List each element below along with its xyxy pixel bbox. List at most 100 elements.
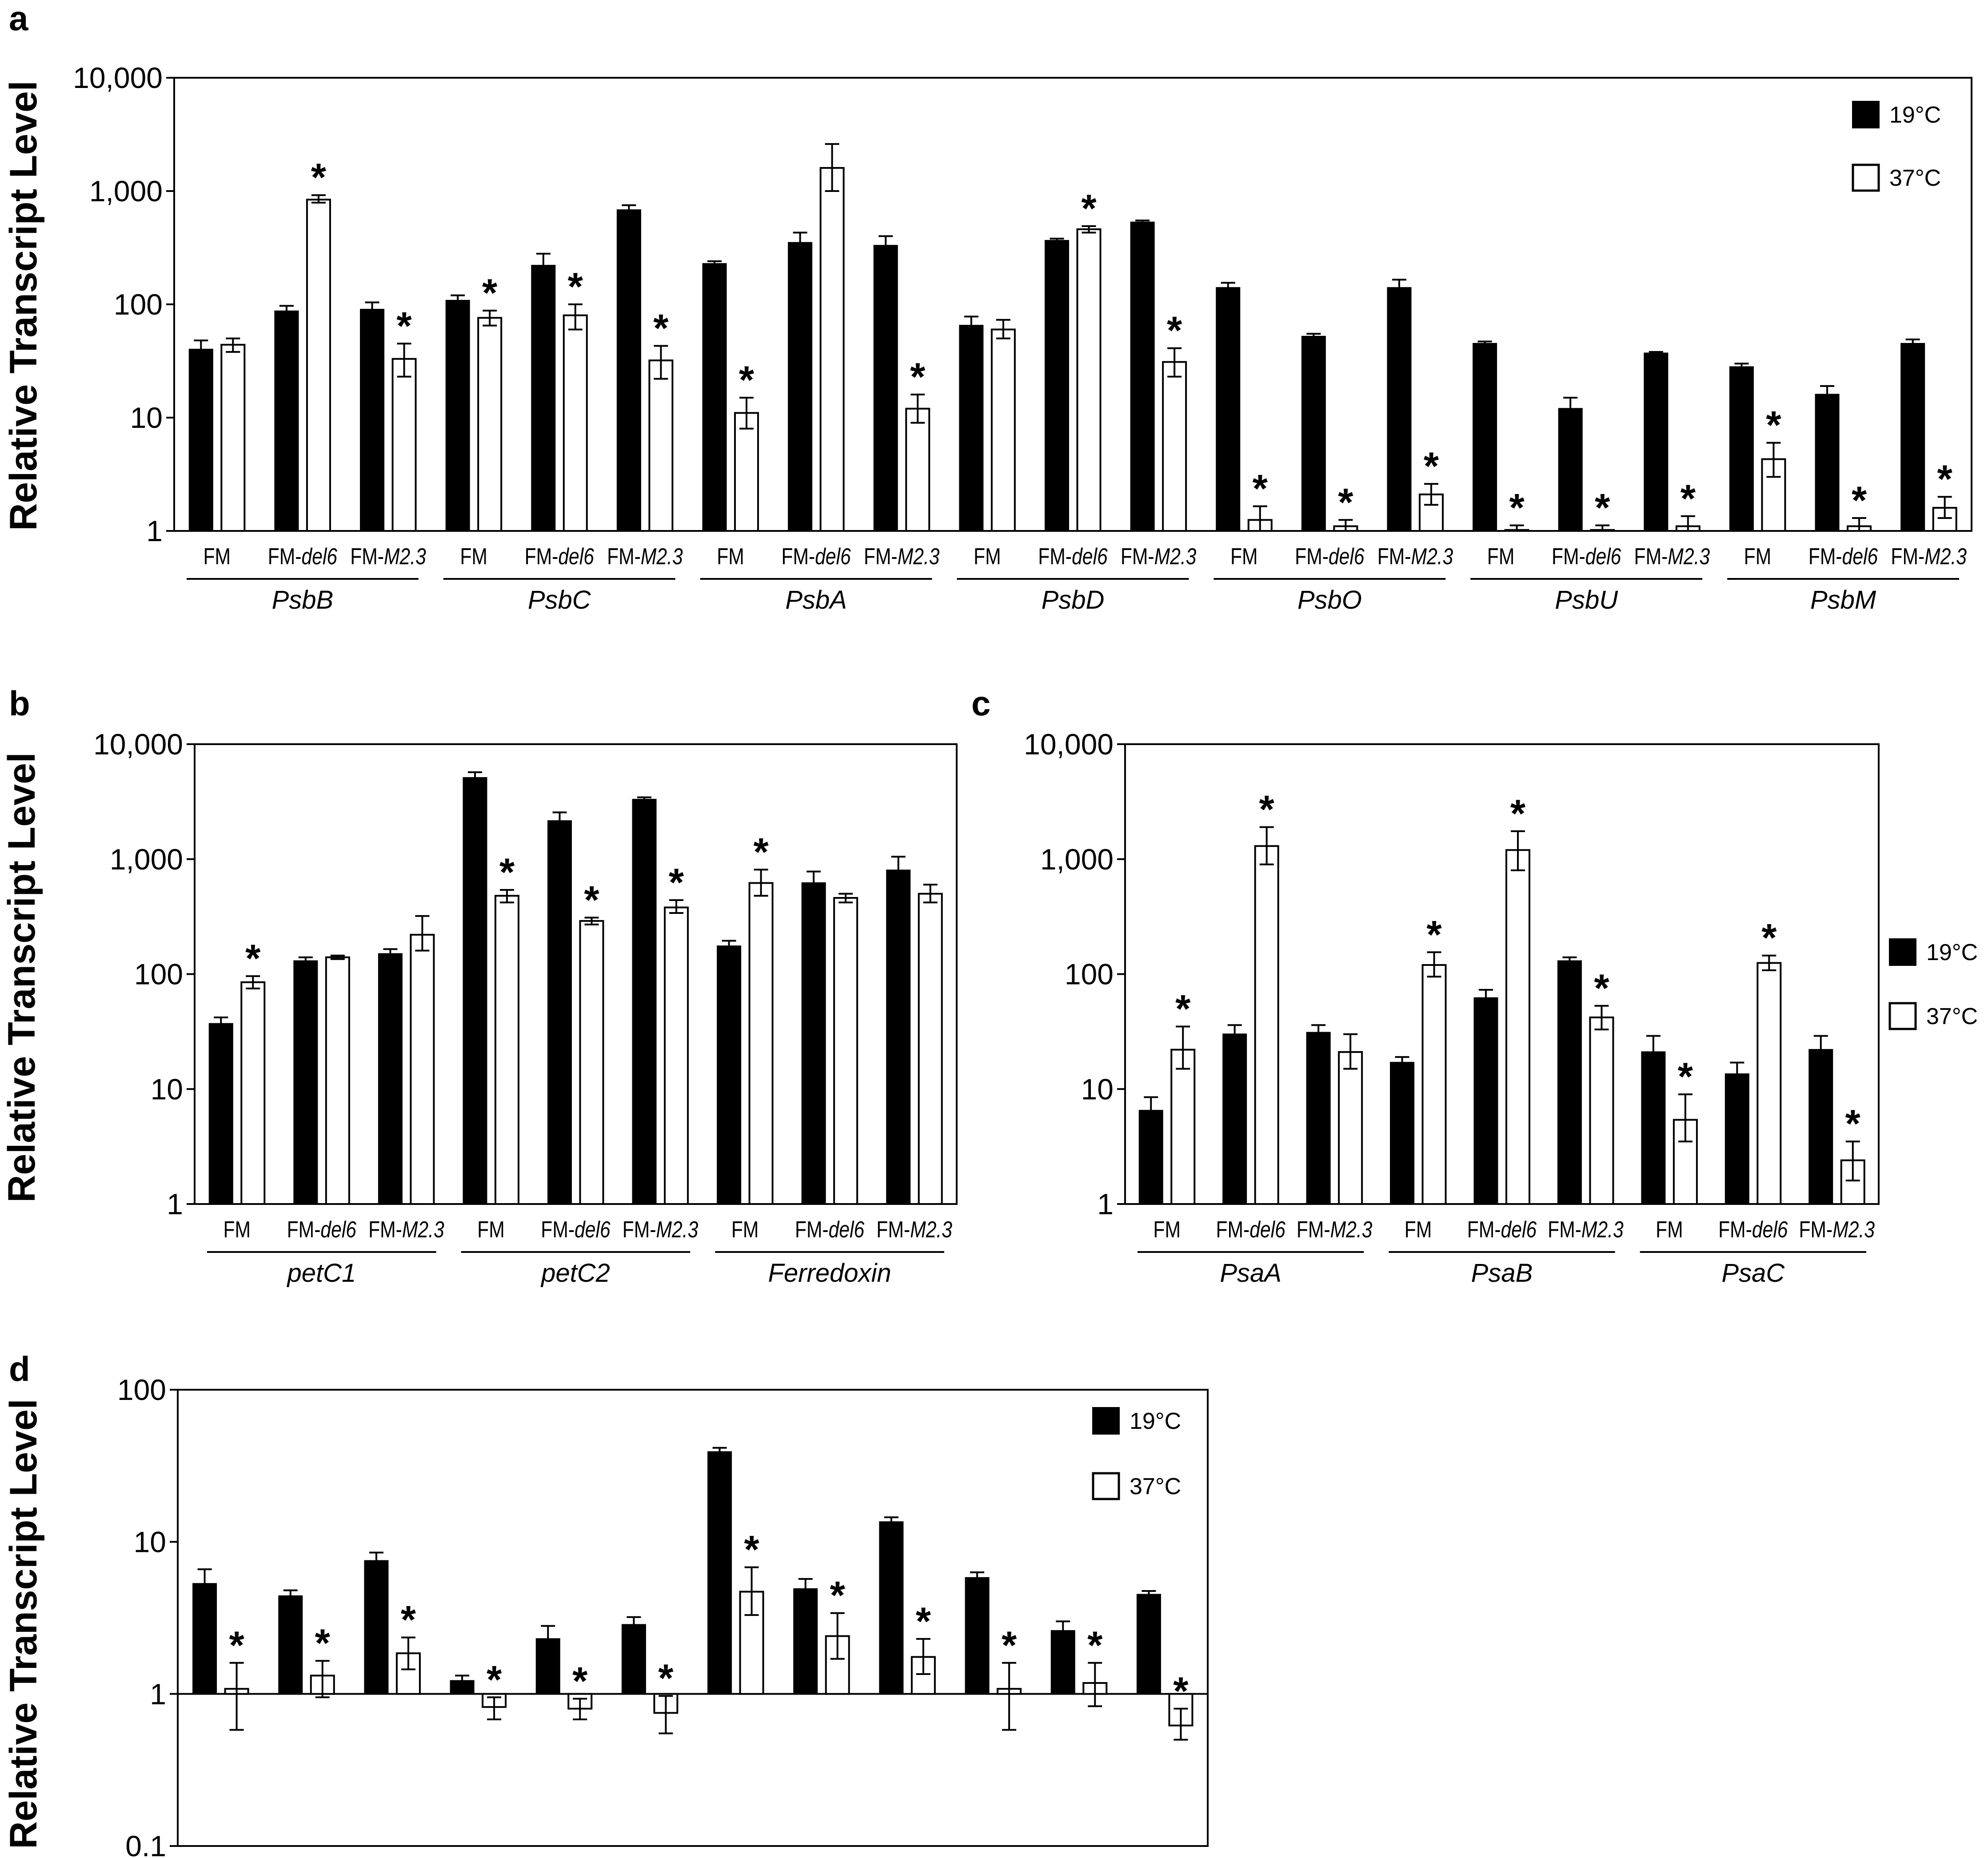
strain-prefix: FM- (781, 544, 815, 570)
gene-label: PsaA (1220, 1259, 1281, 1288)
strain-label: FM (1153, 1217, 1181, 1243)
strain-prefix: FM (1487, 544, 1515, 570)
bar-19C (1138, 1110, 1163, 1205)
bar-19C (188, 348, 213, 532)
strain-prefix: FM- (1634, 544, 1668, 570)
bar-37C (1254, 845, 1279, 1205)
strain-label: FM (1656, 1217, 1683, 1243)
y-tick-label: 0.1 (125, 1830, 166, 1858)
strain-prefix: FM (974, 544, 1001, 570)
strain-prefix: FM- (525, 544, 559, 570)
bar-19C (192, 1583, 217, 1695)
y-tick-label: 1 (150, 1678, 166, 1710)
strain-prefix: FM- (287, 1217, 321, 1243)
y-tick-label: 10,000 (93, 728, 183, 761)
strain-suffix: M2.3 (641, 544, 683, 570)
bar-37C (1505, 849, 1530, 1205)
strain-label: FM (1230, 544, 1258, 570)
strain-suffix: del6 (1585, 544, 1621, 570)
bar-19C (616, 209, 641, 532)
strain-label: FM-M2.3 (1548, 1217, 1624, 1243)
strain-suffix: M2.3 (1154, 544, 1197, 570)
bar-19C (1301, 335, 1326, 532)
significance-star: * (1678, 1054, 1693, 1098)
significance-star: * (1594, 966, 1609, 1010)
gene-label: PsaB (1471, 1259, 1533, 1288)
strain-prefix: FM- (1216, 1217, 1249, 1243)
significance-star: * (1510, 791, 1526, 835)
strain-suffix: M2.3 (898, 544, 940, 570)
chart-panel-b: b 1 10 100 1,000 10,000 Relative Transcript Le… (0, 684, 958, 1288)
significance-star: * (830, 1573, 846, 1617)
bar-19C (1130, 221, 1155, 532)
significance-star: * (584, 877, 599, 921)
significance-star: * (401, 1598, 416, 1642)
y-axis-label: Relative Transcript Level (2, 1399, 45, 1849)
bar-19C (788, 242, 813, 532)
significance-star: * (245, 936, 261, 980)
bar-19C (1390, 1062, 1415, 1205)
bar-37C (1338, 1051, 1363, 1205)
bar-19C (1808, 1049, 1833, 1205)
bar-37C (494, 895, 519, 1205)
bar-19C (879, 1521, 904, 1695)
chart-panel-a: a 1 10 100 1,000 10,000 Relative Transcript Le… (2, 0, 1972, 614)
significance-star: * (1845, 1101, 1861, 1145)
y-tick-label: 100 (134, 958, 183, 991)
bar-37C (579, 920, 604, 1205)
significance-star: * (1087, 1623, 1103, 1667)
significance-star: * (653, 306, 669, 350)
strain-suffix: M2.3 (1581, 1217, 1624, 1243)
strain-suffix: del6 (1329, 544, 1365, 570)
significance-star: * (1253, 466, 1268, 510)
strain-label: FM-M2.3 (864, 544, 940, 570)
bar-19C (364, 1560, 389, 1695)
strain-label: FM-del6 (1718, 1217, 1788, 1243)
bar-37C (819, 167, 845, 532)
gene-label: PsbA (785, 586, 847, 614)
y-tick-label: 100 (1065, 958, 1114, 991)
legend-swatch-19C (1852, 101, 1880, 128)
bar-37C (306, 199, 331, 532)
bar-37C (563, 314, 588, 532)
y-axis-label: Relative Transcript Level (0, 752, 43, 1202)
bar-37C (739, 1591, 764, 1695)
legend-swatch-19C (1092, 1407, 1120, 1435)
legend-label-19C: 19°C (1926, 940, 1978, 965)
strain-prefix: FM- (795, 1217, 829, 1243)
legend-swatch-19C (1889, 938, 1916, 966)
strain-suffix: M2.3 (1832, 1217, 1875, 1243)
strain-label: FM (1487, 544, 1515, 570)
bar-37C (664, 906, 689, 1205)
strain-prefix: FM (204, 544, 231, 570)
strain-label: FM (223, 1217, 251, 1243)
strain-prefix: FM- (1295, 544, 1329, 570)
strain-prefix: FM (1230, 544, 1258, 570)
y-tick-label: 10,000 (73, 61, 163, 94)
significance-star: * (568, 264, 583, 308)
strain-prefix: FM- (623, 1217, 656, 1243)
significance-star: * (1081, 186, 1097, 230)
y-tick-label: 10 (130, 401, 163, 434)
bar-19C (293, 960, 318, 1205)
strain-prefix: FM (1405, 1217, 1432, 1243)
strain-label: FM-M2.3 (607, 544, 683, 570)
strain-suffix: M2.3 (1668, 544, 1710, 570)
panel-label: b (9, 684, 30, 723)
strain-prefix: FM- (1121, 544, 1154, 570)
bar-37C (990, 328, 1016, 532)
strain-prefix: FM- (1467, 1217, 1501, 1243)
strain-suffix: del6 (1842, 544, 1878, 570)
strain-prefix: FM (1744, 544, 1772, 570)
y-tick-label: 10,000 (1024, 728, 1114, 761)
legend: 19°C 37°C (1888, 938, 1978, 1030)
significance-star: * (1852, 478, 1867, 522)
significance-star: * (499, 850, 515, 894)
strain-label: FM-del6 (1295, 544, 1365, 570)
bar-19C (959, 325, 984, 532)
